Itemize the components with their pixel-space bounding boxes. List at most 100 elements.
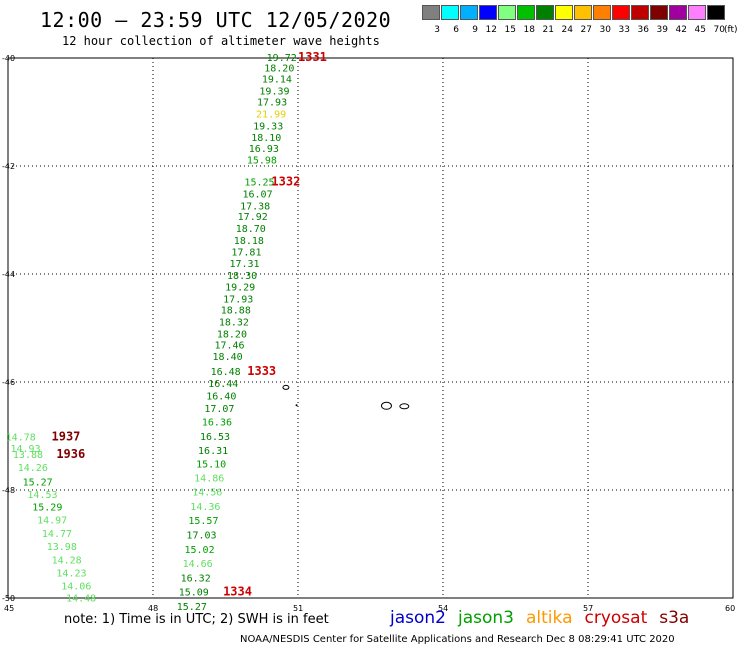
wave-height-value: 14.26 xyxy=(18,463,48,474)
scale-label-6: 6 xyxy=(453,25,459,35)
pass-number-label: 1333 xyxy=(247,364,276,378)
wave-height-value: 18.40 xyxy=(213,352,243,363)
scale-label-30: 30 xyxy=(599,25,611,35)
wave-height-value: 16.44 xyxy=(208,379,238,390)
wave-height-value: 18.20 xyxy=(217,329,247,340)
scale-label-33: 33 xyxy=(618,25,630,35)
wave-height-value: 19.33 xyxy=(253,122,283,133)
scale-swatch-33 xyxy=(612,5,630,20)
wave-height-value: 14.93 xyxy=(11,444,41,455)
lat-label: -42 xyxy=(2,162,15,171)
lat-label: -50 xyxy=(2,594,15,603)
scale-label-70: 70 xyxy=(713,25,725,35)
map-subtitle: 12 hour collection of altimeter wave hei… xyxy=(62,34,380,48)
scale-swatch-12 xyxy=(479,5,497,20)
wave-height-value: 16.53 xyxy=(200,432,230,443)
wave-height-value: 16.31 xyxy=(198,446,228,457)
scale-swatch-36 xyxy=(631,5,649,20)
scale-label-3: 3 xyxy=(434,25,440,35)
scale-label-42: 42 xyxy=(675,25,687,35)
lon-label: 45 xyxy=(4,604,14,613)
scale-swatch-9 xyxy=(460,5,478,20)
wave-height-value: 14.78 xyxy=(6,433,36,444)
wave-height-value: 17.93 xyxy=(223,294,253,305)
wave-height-value: 18.18 xyxy=(234,236,264,247)
wave-height-value: 14.56 xyxy=(192,488,222,499)
lat-label: -46 xyxy=(2,378,15,387)
scale-swatch-42 xyxy=(669,5,687,20)
wave-height-value: 18.10 xyxy=(251,133,281,144)
wave-height-value: 17.03 xyxy=(186,530,216,541)
map-title: 12:00 – 23:59 UTC 12/05/2020 xyxy=(40,8,392,32)
wave-height-value: 15.57 xyxy=(188,516,218,527)
wave-height-value: 15.27 xyxy=(177,602,207,613)
wave-height-value: 16.40 xyxy=(206,392,236,403)
pass-number-label: 1937 xyxy=(52,430,81,444)
scale-swatch-21 xyxy=(536,5,554,20)
wave-height-value: 15.27 xyxy=(23,477,53,488)
wave-height-value: 19.72 xyxy=(267,53,297,64)
wave-height-value: 15.98 xyxy=(247,156,277,167)
scale-swatch-39 xyxy=(650,5,668,20)
scale-swatch-6 xyxy=(441,5,459,20)
satellite-jason3: jason3 xyxy=(458,608,514,628)
satellite-cryosat: cryosat xyxy=(584,608,648,628)
wave-height-value: 19.29 xyxy=(225,282,255,293)
lon-label: 54 xyxy=(438,604,448,613)
scale-label-39: 39 xyxy=(656,25,668,35)
lat-label: -40 xyxy=(2,54,15,63)
wave-height-value: 16.07 xyxy=(243,190,273,201)
satellite-altika: altika xyxy=(526,608,573,628)
wave-height-value: 18.32 xyxy=(219,318,249,329)
pass-number-label: 1331 xyxy=(298,50,327,64)
scale-label-18: 18 xyxy=(523,25,535,35)
scale-label-24: 24 xyxy=(561,25,573,35)
wave-height-value: 14.48 xyxy=(66,593,96,604)
wave-height-value: 18.70 xyxy=(236,224,266,235)
island-shape xyxy=(282,384,290,390)
wave-height-value: 18.88 xyxy=(221,306,251,317)
scale-swatch-18 xyxy=(517,5,535,20)
wave-height-value: 14.28 xyxy=(52,556,82,567)
wave-height-value: 17.93 xyxy=(257,98,287,109)
scale-swatch-3 xyxy=(422,5,440,20)
wave-height-value: 21.99 xyxy=(256,110,286,121)
wave-height-value: 17.92 xyxy=(238,212,268,223)
satellite-jason2: jason2 xyxy=(390,608,446,628)
wave-height-value: 14.66 xyxy=(183,559,213,570)
lon-label: 48 xyxy=(148,604,158,613)
scale-label-9: 9 xyxy=(472,25,478,35)
wave-height-value: 15.29 xyxy=(32,503,62,514)
scale-swatch-15 xyxy=(498,5,516,20)
wave-height-value: 14.53 xyxy=(27,490,57,501)
wave-height-value: 14.23 xyxy=(56,569,86,580)
scale-swatch-24 xyxy=(555,5,573,20)
island-shape xyxy=(295,404,298,407)
scale-unit-label: (ft) xyxy=(724,25,738,35)
satellite-s3a: s3a xyxy=(659,608,690,628)
wave-height-value: 17.31 xyxy=(229,259,259,270)
wave-height-value: 16.36 xyxy=(202,417,232,428)
island-shape xyxy=(380,401,392,410)
scale-swatch-45 xyxy=(688,5,706,20)
wave-height-value: 15.09 xyxy=(179,588,209,599)
scale-swatch-30 xyxy=(593,5,611,20)
scale-label-15: 15 xyxy=(504,25,516,35)
scale-swatch-70 xyxy=(707,5,725,20)
wave-height-value: 19.39 xyxy=(259,86,289,97)
wave-height-value: 19.14 xyxy=(262,75,292,86)
island-shape xyxy=(399,403,410,410)
wave-height-value: 15.25 xyxy=(244,178,274,189)
lon-label: 51 xyxy=(293,604,303,613)
wave-height-value: 14.06 xyxy=(61,582,91,593)
wave-height-value: 14.36 xyxy=(190,502,220,513)
scale-label-27: 27 xyxy=(580,25,592,35)
wave-height-value: 16.32 xyxy=(181,573,211,584)
wave-height-value: 18.20 xyxy=(264,64,294,75)
wave-height-value: 17.81 xyxy=(231,247,261,258)
wave-height-value: 15.10 xyxy=(196,460,226,471)
pass-number-label: 1936 xyxy=(56,447,85,461)
lon-label: 60 xyxy=(725,604,735,613)
wave-height-value: 15.02 xyxy=(185,545,215,556)
